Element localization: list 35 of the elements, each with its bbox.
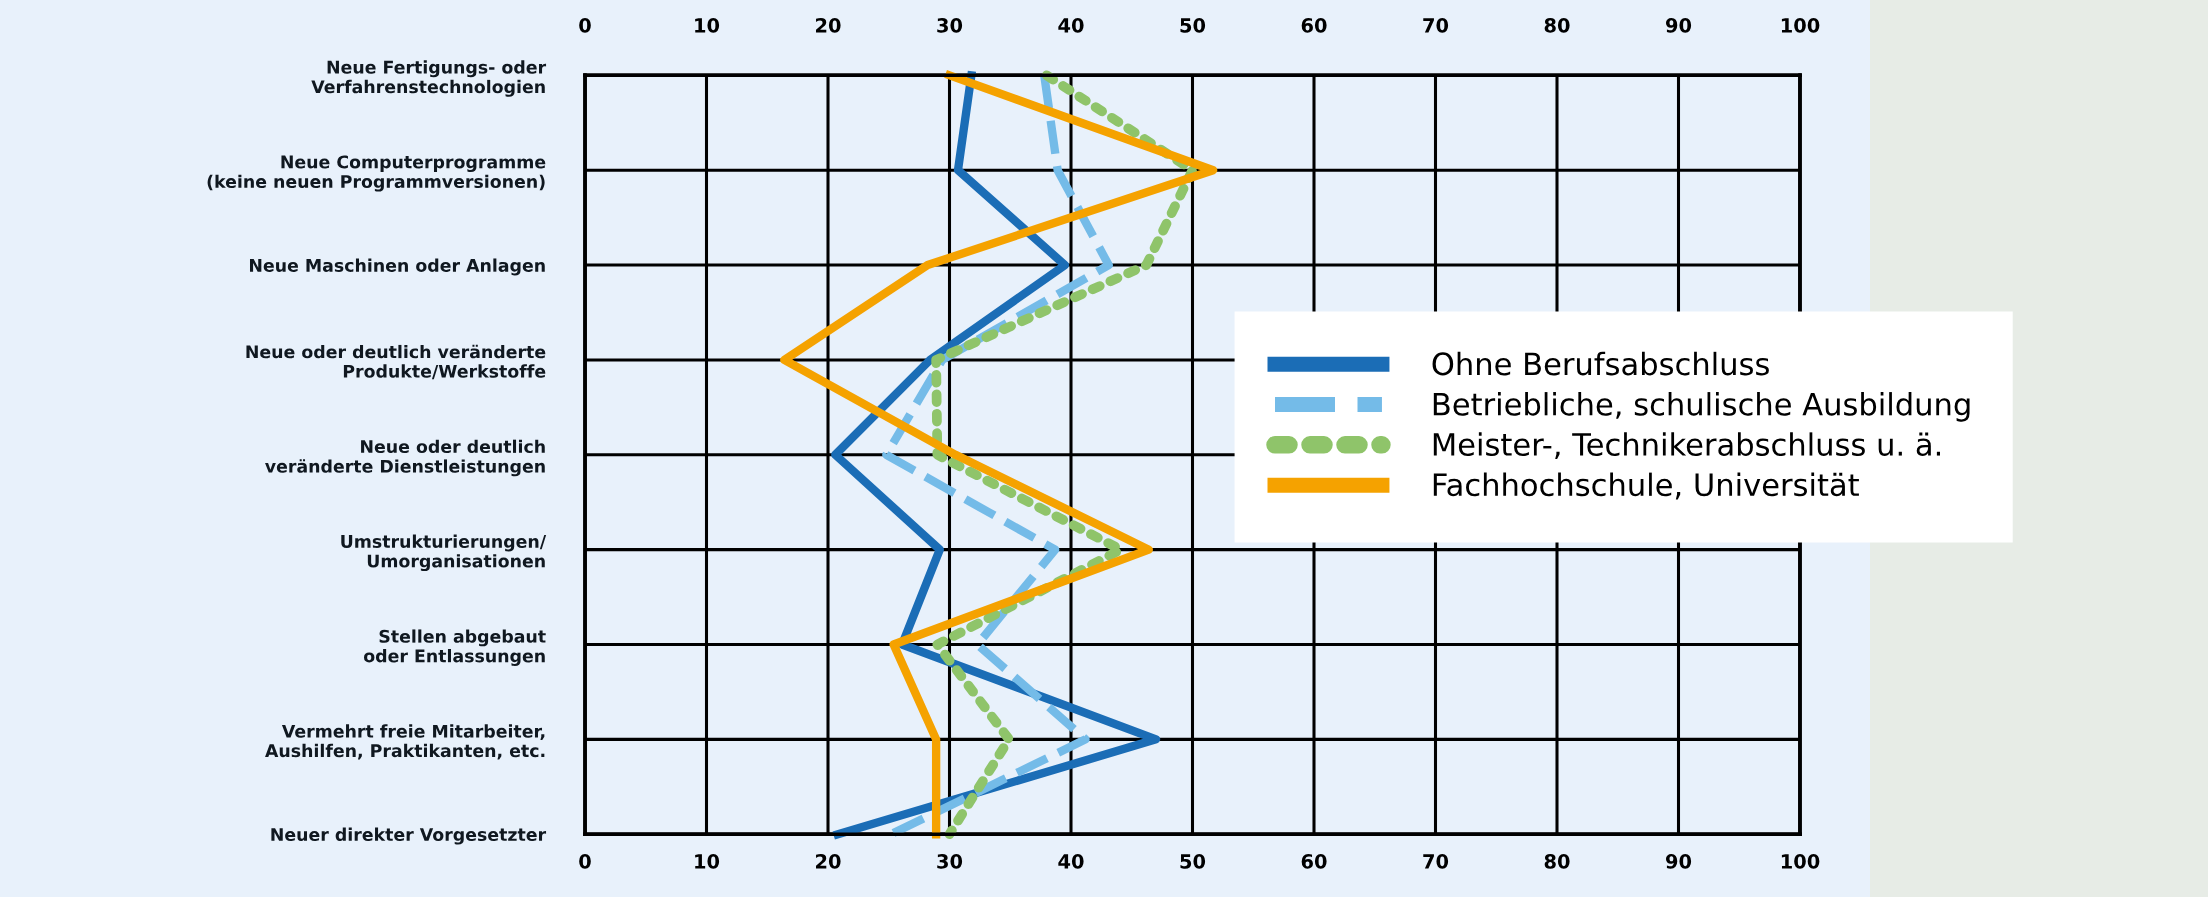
x2-tick-label: 70 [1423,17,1449,33]
x2-tick-label: 20 [816,17,841,33]
x2-tick-label: 30 [937,17,963,33]
x-tick-label: 70 [1423,854,1449,869]
x2-tick-label: 100 [1781,17,1820,33]
x2-tick-label: 90 [1665,17,1692,33]
y-tick-label: Vermehrt freie Mitarbeiter, Aushilfen, Praktikanten, etc. [265,724,545,760]
x2-tick-label: 40 [1058,17,1084,33]
x2-tick-label: 0 [579,17,591,33]
y-tick-label: Neue Maschinen oder Anlagen [250,258,545,276]
x-tick-label: 10 [695,854,720,869]
x2-tick-label: 10 [695,17,720,33]
x-tick-label: 50 [1180,854,1206,869]
y-tick-label: Neue Computerprogramme (keine neuen Programmversionen) [207,155,546,192]
y-tick-label: Neue Fertigungs- oder Verfahrenstechnologien [311,60,547,97]
x-tick-label: 80 [1544,854,1570,869]
x-tick-label: 30 [937,854,963,869]
legend-label: Ohne Berufsabschluss [1432,351,1769,376]
x-tick-label: 40 [1058,854,1084,869]
x2-tick-label: 60 [1301,17,1327,33]
x-tick-label: 60 [1301,854,1327,869]
x2-tick-label: 80 [1544,17,1570,33]
x-tick-label: 0 [579,854,591,869]
legend-label: Betriebliche, schulische Ausbildung [1433,392,1970,422]
legend-label: Meister-, Technikerabschluss u. ä. [1433,432,1941,460]
x2-tick-label: 50 [1180,17,1206,33]
x-tick-label: 20 [816,854,841,869]
x-tick-label: 100 [1781,854,1820,869]
x-tick-label: 90 [1665,854,1692,869]
y-tick-label: Neuer direkter Vorgesetzter [271,827,547,845]
y-tick-label: Umstrukturierungen/ Umorganisationen [341,534,547,572]
y-tick-label: Stellen abgebaut oder Entlassungen [363,629,546,666]
y-tick-label: Neue oder deutlich veränderte Dienstleistungen [265,439,545,477]
y-tick-label: Neue oder deutlich veränderte Produkte/Werkstoffe [246,344,546,380]
legend-label: Fachhochschule, Universität [1433,472,1859,500]
